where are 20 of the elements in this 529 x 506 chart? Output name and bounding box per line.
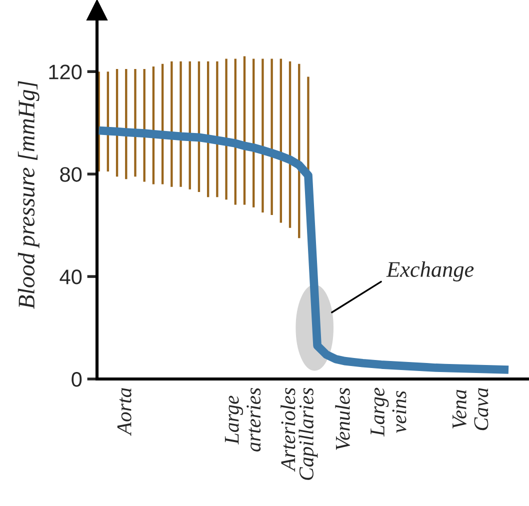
bar	[134, 69, 136, 177]
bar	[262, 58, 264, 212]
x-tick-label: Large arteries	[224, 388, 261, 452]
bar	[216, 61, 218, 198]
bar	[180, 61, 182, 187]
y-tick-label: 0	[72, 372, 82, 387]
y-tick-label: 40	[60, 270, 82, 284]
x-tick-label: Vena Cava	[452, 388, 488, 430]
bar	[170, 61, 173, 187]
y-tick-label: 80	[60, 167, 82, 182]
x-tick-label: Large veins	[370, 388, 406, 437]
y-axis-title: Blood pressure [mmHg]	[18, 81, 40, 309]
x-tick-label: Capillaries	[298, 388, 318, 480]
y-tick-label: 120	[49, 64, 82, 80]
x-tick-label: Aorta	[117, 388, 132, 436]
bar	[270, 58, 273, 216]
bar	[225, 58, 228, 200]
annotation: Exchange	[386, 261, 474, 282]
x-tick-label: Venules	[335, 388, 350, 450]
x-tick-label: Arterioles	[280, 388, 296, 472]
